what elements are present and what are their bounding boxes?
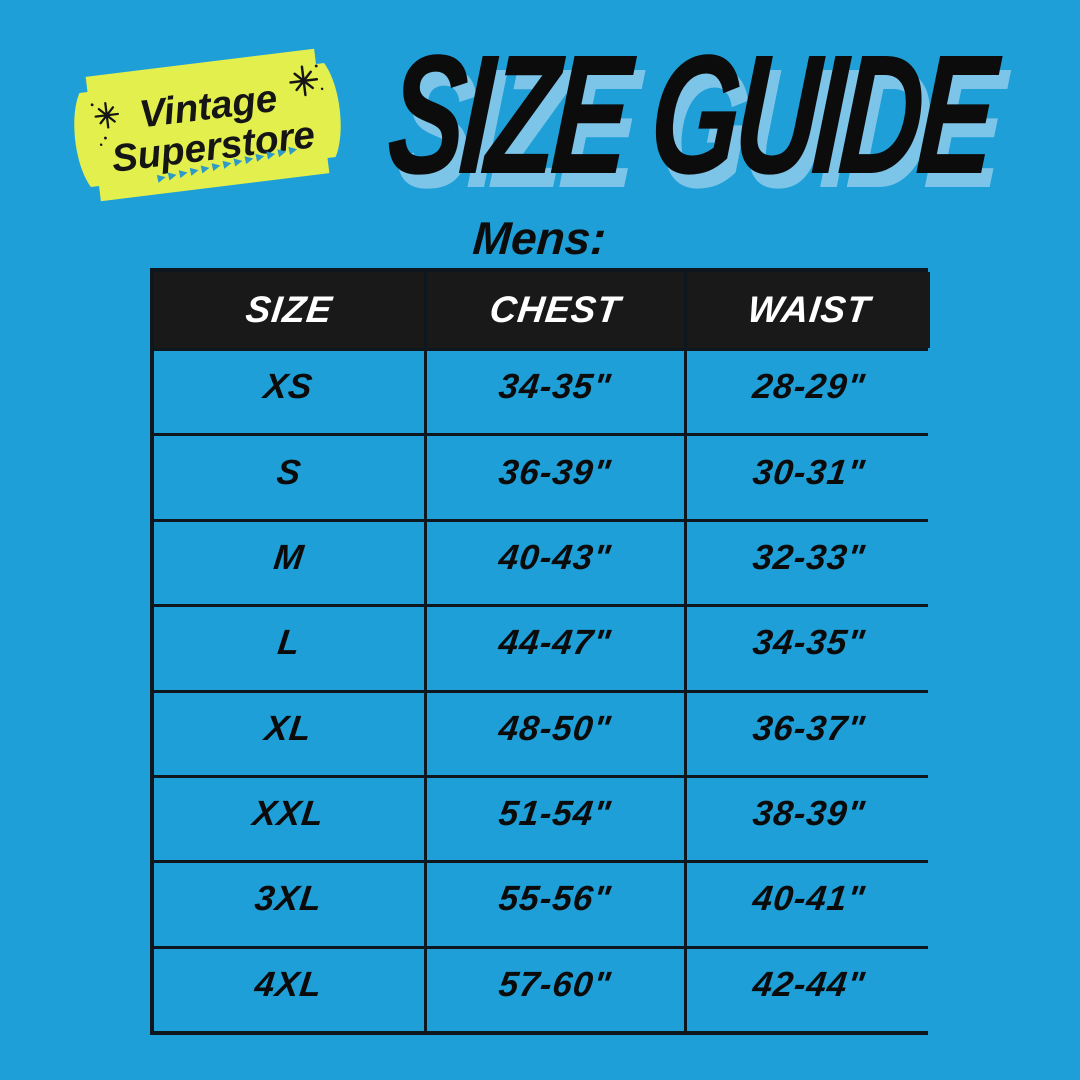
size-value: 4XL — [252, 964, 325, 1004]
table-cell-size: S — [154, 436, 424, 519]
table-cell-size: XS — [154, 351, 424, 434]
waist-value: 28-29" — [750, 367, 868, 407]
table-cell-waist: 28-29" — [687, 351, 930, 434]
page-title-text: SIZE GUIDE — [382, 20, 998, 210]
chest-value: 40-43" — [497, 537, 614, 577]
column-header-waist: WAIST — [687, 272, 930, 348]
section-subtitle: Mens: — [150, 210, 928, 266]
column-header-waist-label: WAIST — [745, 289, 873, 330]
size-value: S — [274, 452, 304, 492]
section-subtitle-text: Mens: — [470, 212, 608, 264]
table-cell-size: L — [154, 607, 424, 690]
table-cell-waist: 40-41" — [687, 863, 930, 946]
column-header-chest-label: CHEST — [487, 289, 624, 330]
table-cell-chest: 55-56" — [426, 863, 685, 946]
table-cell-size: 3XL — [154, 863, 424, 946]
table-cell-chest: 51-54" — [426, 777, 685, 861]
table-cell-chest: 40-43" — [426, 521, 685, 605]
chest-value: 57-60" — [497, 964, 614, 1004]
arrows-icon — [156, 146, 298, 183]
table-cell-waist: 32-33" — [687, 521, 930, 605]
table-cell-size: M — [154, 521, 424, 605]
size-value: M — [271, 537, 307, 577]
chest-value: 51-54" — [497, 794, 614, 834]
size-value: L — [275, 623, 303, 663]
waist-value: 40-41" — [750, 879, 868, 919]
table-cell-waist: 36-37" — [687, 692, 930, 775]
page-title: SIZE GUIDE — [350, 10, 1030, 220]
badge-shape — [74, 48, 341, 202]
table-cell-chest: 57-60" — [426, 948, 685, 1031]
table-cell-waist: 34-35" — [687, 607, 930, 690]
table-cell-waist: 30-31" — [687, 436, 930, 519]
waist-value: 34-35" — [750, 623, 868, 663]
size-value: 3XL — [252, 879, 325, 919]
vintage-superstore-logo: Vintage Superstore — [62, 39, 352, 211]
waist-value: 30-31" — [750, 452, 868, 492]
chest-value: 55-56" — [497, 879, 614, 919]
waist-value: 42-44" — [750, 964, 868, 1004]
size-value: XL — [263, 708, 315, 748]
sparkle-left-icon — [90, 102, 120, 146]
table-cell-size: XXL — [154, 777, 424, 861]
column-header-size: SIZE — [154, 272, 424, 348]
table-cell-chest: 36-39" — [426, 436, 685, 519]
table-cell-size: 4XL — [154, 948, 424, 1031]
size-value: XXL — [250, 794, 327, 834]
logo-badge: Vintage Superstore — [74, 48, 341, 202]
chest-value: 44-47" — [497, 623, 614, 663]
column-header-size-label: SIZE — [243, 289, 335, 330]
table-cell-chest: 48-50" — [426, 692, 685, 775]
table-cell-waist: 38-39" — [687, 777, 930, 861]
table-cell-waist: 42-44" — [687, 948, 930, 1031]
table-cell-chest: 34-35" — [426, 351, 685, 434]
chest-value: 36-39" — [497, 452, 614, 492]
waist-value: 36-37" — [750, 708, 868, 748]
size-value: XS — [262, 367, 316, 407]
waist-value: 32-33" — [750, 537, 868, 577]
table-cell-size: XL — [154, 692, 424, 775]
column-header-chest: CHEST — [426, 272, 685, 348]
size-table: SIZE CHEST WAIST XS 34-35" 28-29" S 36-3… — [150, 268, 930, 1035]
table-cell-chest: 44-47" — [426, 607, 685, 690]
chest-value: 48-50" — [497, 708, 614, 748]
waist-value: 38-39" — [750, 794, 868, 834]
chest-value: 34-35" — [497, 367, 614, 407]
sparkle-right-icon — [289, 64, 324, 97]
